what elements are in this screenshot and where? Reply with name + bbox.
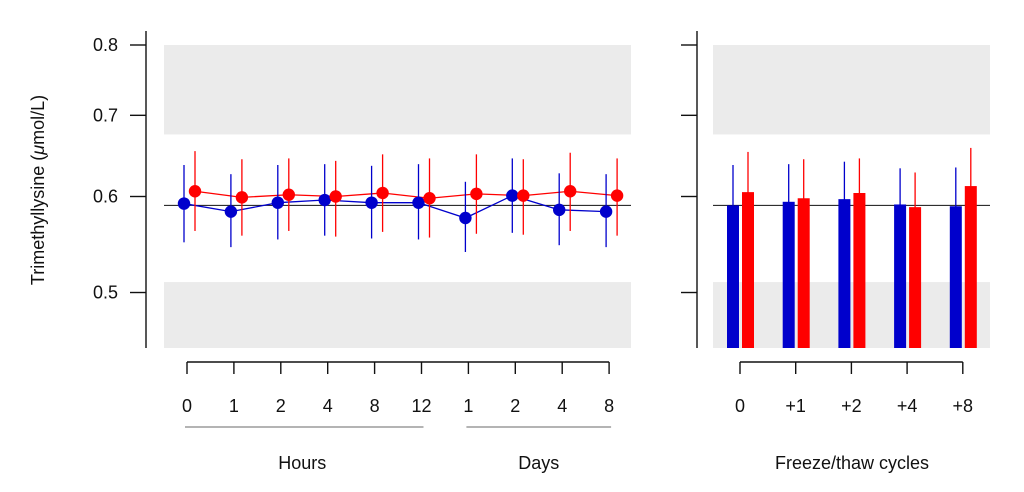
group-label-hours: Hours: [278, 453, 326, 473]
group-label-days: Days: [518, 453, 559, 473]
x-tick-label: 8: [370, 396, 380, 416]
left-shaded-band-1: [164, 45, 631, 135]
x-tick-label: 4: [557, 396, 567, 416]
x-tick-label: 12: [411, 396, 431, 416]
bar-s1: [909, 207, 922, 348]
bar-s0: [782, 201, 795, 348]
data-point-s0: [506, 189, 519, 202]
left-shaded-band-0: [164, 282, 631, 348]
x-tick-label: +4: [897, 396, 918, 416]
data-point-s0: [318, 193, 331, 207]
y-tick-label: 0.7: [93, 105, 118, 125]
bar-s0: [838, 199, 851, 348]
y-tick-label: 0.6: [93, 187, 118, 207]
y-axis-label: Trimethyllysine (μmol/L): [28, 95, 48, 285]
data-point-s1: [517, 189, 530, 202]
series-line-1: [194, 190, 618, 199]
x-axis-label-freeze-thaw: Freeze/thaw cycles: [775, 453, 929, 473]
bar-s1: [964, 186, 977, 348]
data-point-s1: [329, 190, 342, 203]
bar-s1: [797, 198, 810, 348]
data-point-s0: [459, 211, 472, 225]
bar-s1: [742, 192, 754, 348]
x-tick-label: 1: [463, 396, 473, 416]
right-shaded-band-0: [713, 282, 990, 348]
y-tick-label: 0.5: [93, 283, 118, 303]
right-shaded-band-1: [713, 45, 990, 135]
data-point-s1: [470, 187, 483, 201]
y-tick-label: 0.8: [93, 35, 118, 55]
x-tick-label: +1: [785, 396, 806, 416]
data-point-s0: [553, 203, 566, 217]
x-tick-label: 1: [229, 396, 239, 416]
data-point-s1: [610, 189, 624, 202]
x-tick-label: 0: [182, 396, 192, 416]
data-point-s1: [423, 192, 436, 205]
data-point-s1: [188, 185, 202, 198]
series-line-0: [183, 194, 607, 219]
data-point-s0: [599, 205, 613, 218]
data-point-s1: [564, 185, 577, 198]
bar-s0: [894, 204, 907, 348]
data-point-s1: [376, 186, 389, 200]
data-point-s1: [235, 191, 249, 204]
x-tick-label: 2: [510, 396, 520, 416]
bar-s0: [949, 206, 962, 348]
x-tick-label: 8: [604, 396, 614, 416]
data-point-s0: [224, 205, 238, 218]
data-point-s0: [412, 196, 425, 209]
x-tick-label: +8: [953, 396, 974, 416]
data-point-s0: [177, 197, 191, 210]
bar-s1: [853, 193, 866, 348]
data-point-s0: [365, 196, 378, 209]
x-tick-label: +2: [841, 396, 862, 416]
x-tick-label: 0: [735, 396, 745, 416]
x-tick-label: 4: [323, 396, 333, 416]
x-tick-label: 2: [276, 396, 286, 416]
data-point-s0: [271, 196, 284, 209]
data-point-s1: [282, 188, 295, 201]
bar-s0: [727, 205, 739, 348]
